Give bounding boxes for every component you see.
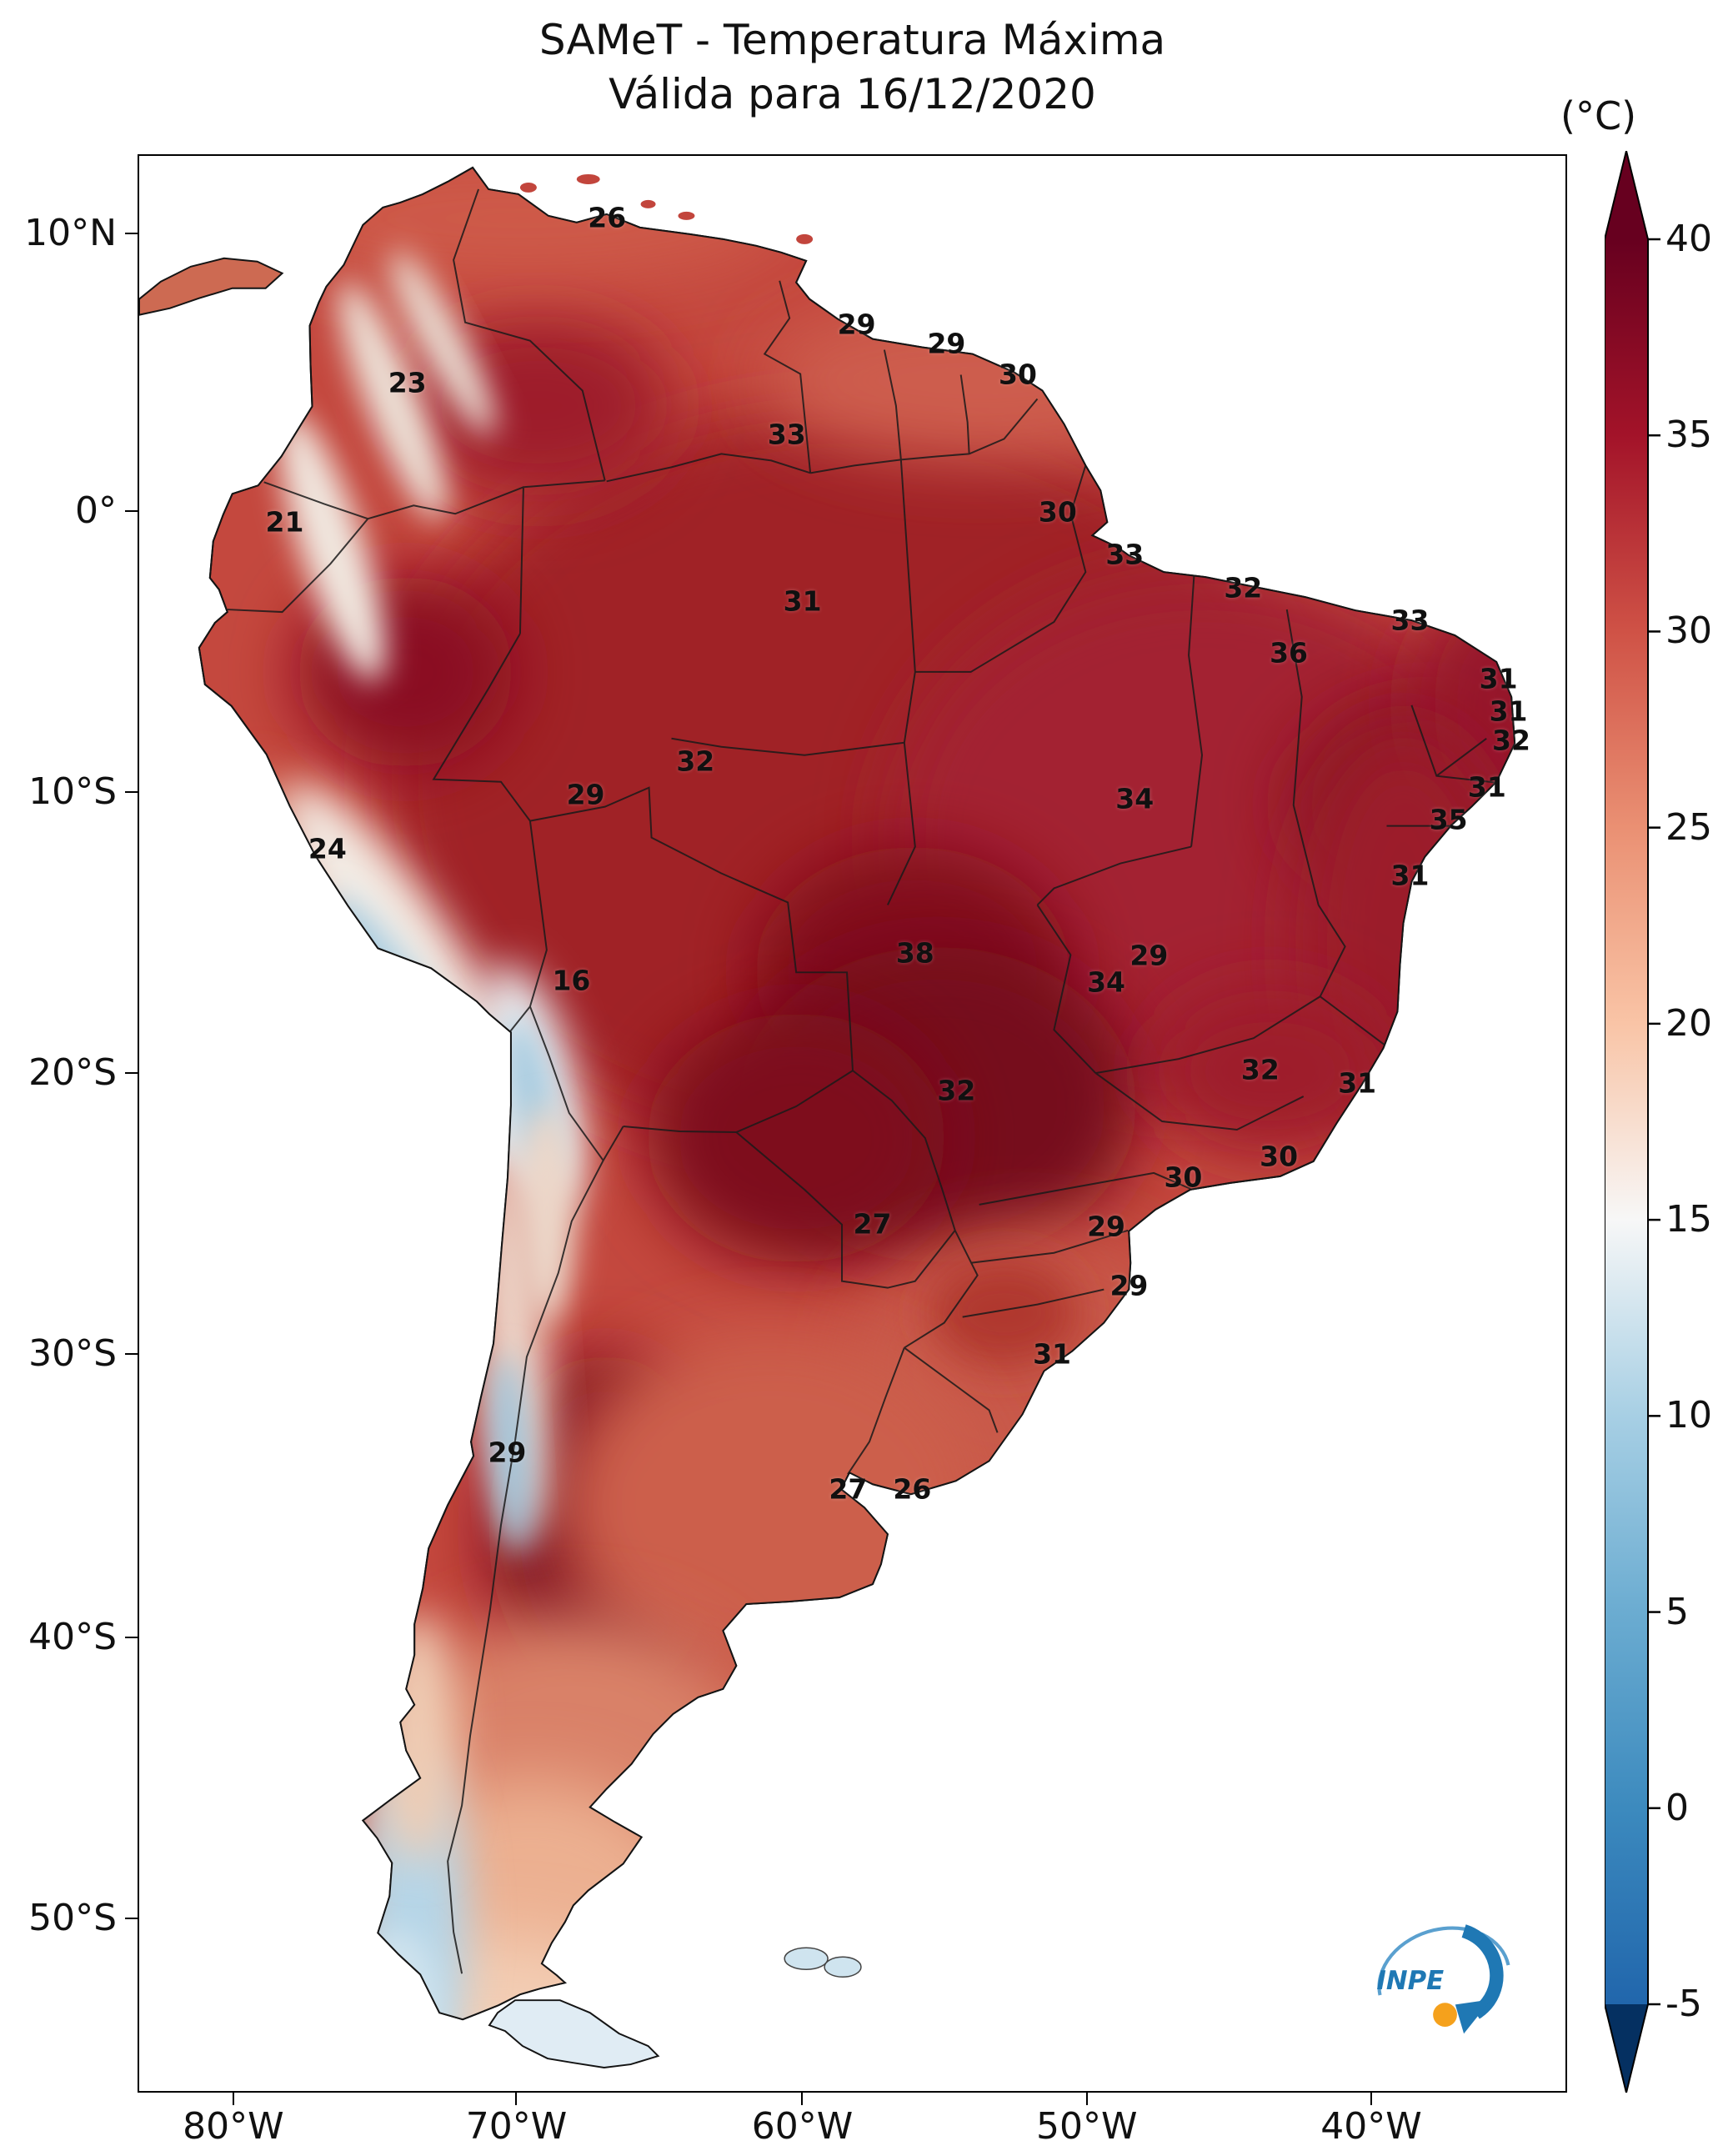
x-tick-label: 40°W [1320,2105,1422,2148]
y-tick-label: 20°S [28,1051,117,1095]
colorbar-tick-label: 35 [1665,414,1712,457]
logo-arrowhead [1455,1999,1491,2034]
x-tick-mark [1370,2093,1373,2105]
tierra-del-fuego [488,1999,660,2069]
logo-orange-dot [1433,2003,1457,2027]
inpe-logo: INPE [1363,1913,1525,2043]
y-tick-label: 10°S [28,770,117,813]
country-borders [227,188,1512,1974]
colorbar-bar [1604,150,1649,2093]
map-plot-area: 26 29 29 30 23 33 30 21 33 31 32 33 36 31 31 32 32 31 29 34… [138,154,1567,2093]
colorbar-tick-marks [1648,238,1660,2006]
colorbar-tick-label: 15 [1665,1198,1712,1241]
temperature-shading [229,167,1515,2020]
title-line1: SAMeT - Temperatura Máxima [538,16,1166,64]
y-tick-label: 10°N [24,212,117,255]
x-tick-label: 60°W [751,2105,854,2148]
y-tick-label: 40°S [28,1615,117,1658]
y-tick-label: 0° [75,489,117,532]
y-tick-mark [125,509,138,512]
y-tick-label: 30°S [28,1332,117,1376]
logo-orbit-arc [1377,1926,1510,1996]
y-tick-mark [125,1072,138,1075]
colorbar-tick-label: 5 [1665,1590,1689,1633]
y-tick-mark [125,233,138,235]
x-tick-label: 80°W [183,2105,284,2148]
colorbar-tick-label: -5 [1665,1983,1702,2025]
x-tick-mark [232,2093,234,2105]
y-tick-mark [125,1636,138,1638]
colorbar-unit-label: (°C) [1560,93,1637,138]
x-tick-label: 50°W [1036,2105,1138,2148]
title-line2: Válida para 16/12/2020 [609,70,1096,118]
panama-landmass [139,257,284,316]
x-tick-mark [801,2093,804,2105]
logo-swoosh [1461,1924,1504,2019]
colorbar-tick-label: 10 [1665,1394,1712,1437]
colorbar-tick-label: 0 [1665,1786,1689,1829]
colorbar-tick-label: 25 [1665,805,1712,849]
falkland-islands [784,1947,862,1978]
colorbar [1604,150,1663,2093]
x-tick-mark [1085,2093,1088,2105]
south-america-map [139,166,1516,2069]
figure-title: SAMeT - Temperatura Máxima Válida para 1… [138,13,1567,122]
y-tick-mark [125,1353,138,1356]
logo-text: INPE [1376,1966,1444,1996]
y-tick-mark [125,790,138,793]
colorbar-tick-label: 40 [1665,218,1712,260]
x-tick-label: 70°W [465,2105,568,2148]
y-tick-label: 50°S [28,1896,117,1939]
y-tick-mark [125,1917,138,1919]
colorbar-tick-label: 20 [1665,1001,1712,1045]
caribbean-islands [519,173,814,244]
colorbar-tick-label: 30 [1665,609,1712,653]
colorbar-tick-labels: 40 35 30 25 20 15 10 5 0 -5 [1665,0,1723,2156]
x-tick-mark [515,2093,518,2105]
